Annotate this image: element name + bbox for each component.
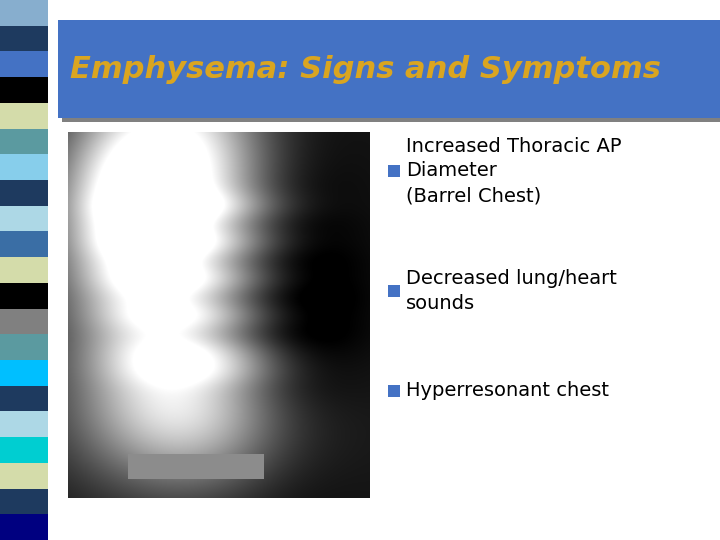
Bar	[0, 360, 48, 386]
Bar	[388, 165, 400, 177]
Bar	[62, 24, 720, 122]
Bar	[0, 103, 48, 129]
Bar	[0, 129, 48, 154]
Text: Decreased lung/heart
sounds: Decreased lung/heart sounds	[406, 269, 617, 313]
Bar	[0, 26, 48, 51]
Bar	[0, 206, 48, 232]
Bar	[0, 437, 48, 463]
Bar	[0, 232, 48, 257]
Bar	[0, 334, 48, 360]
Bar	[0, 489, 48, 514]
Bar	[0, 308, 48, 334]
Bar	[0, 514, 48, 540]
Text: Increased Thoracic AP
Diameter
(Barrel Chest): Increased Thoracic AP Diameter (Barrel C…	[406, 137, 621, 206]
Bar	[0, 180, 48, 206]
Bar	[388, 385, 400, 397]
Bar	[0, 283, 48, 308]
Text: Emphysema: Signs and Symptoms: Emphysema: Signs and Symptoms	[70, 55, 661, 84]
Bar	[58, 20, 720, 118]
Bar	[0, 463, 48, 489]
Bar	[0, 386, 48, 411]
Bar	[0, 411, 48, 437]
Bar	[388, 285, 400, 297]
Bar	[0, 0, 48, 26]
Text: Hyperresonant chest: Hyperresonant chest	[406, 381, 609, 401]
Bar	[0, 257, 48, 283]
Bar	[0, 154, 48, 180]
Bar	[0, 51, 48, 77]
Bar	[0, 77, 48, 103]
